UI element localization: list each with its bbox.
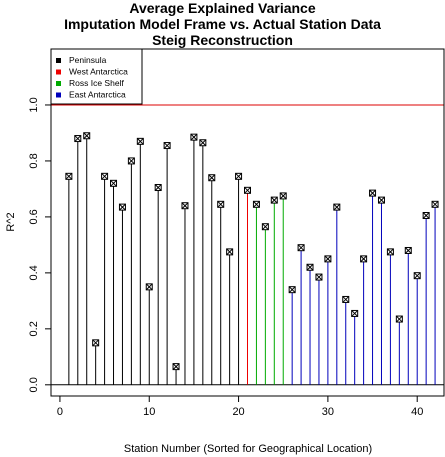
- x-axis-label: Station Number (Sorted for Geographical …: [124, 443, 372, 455]
- data-point-2: [74, 135, 82, 143]
- data-point-35: [369, 189, 377, 197]
- data-point-28: [306, 263, 314, 271]
- series-layer: [65, 132, 439, 385]
- data-point-40: [413, 272, 421, 280]
- plot-frame: [50, 48, 445, 397]
- data-point-12: [163, 142, 171, 150]
- data-point-41: [422, 212, 430, 220]
- data-point-15: [190, 133, 198, 141]
- y-tick-label-4: 0.8: [28, 153, 40, 168]
- y-tick-label-2: 0.4: [28, 265, 40, 280]
- x-tick-label-10: 10: [143, 406, 155, 418]
- chart-title: Average Explained Variance Imputation Mo…: [0, 0, 445, 48]
- x-tick-label-40: 40: [411, 406, 423, 418]
- x-axis: 0 10 20 30 40: [57, 396, 423, 418]
- data-point-31: [333, 203, 341, 211]
- data-point-4: [92, 339, 100, 347]
- x-tick-label-0: 0: [57, 406, 63, 418]
- data-point-38: [395, 315, 403, 323]
- data-point-25: [279, 192, 287, 200]
- data-point-34: [360, 255, 368, 263]
- data-point-27: [297, 244, 305, 252]
- data-point-37: [386, 248, 394, 256]
- legend-label-2: Ross Ice Shelf: [69, 78, 124, 88]
- legend-label-0: Peninsula: [69, 55, 107, 65]
- data-point-21: [244, 186, 251, 194]
- data-point-18: [217, 200, 225, 208]
- data-point-10: [145, 283, 153, 291]
- data-point-39: [404, 246, 412, 254]
- chart-title-line-1: Average Explained Variance: [129, 0, 316, 16]
- y-tick-label-1: 0.2: [28, 321, 40, 336]
- legend-box: [50, 48, 143, 105]
- y-axis: 0.0 0.2 0.4 0.6 0.8 1.0: [28, 97, 51, 392]
- data-point-1: [65, 172, 73, 180]
- data-point-6: [110, 179, 118, 187]
- data-point-42: [431, 200, 439, 208]
- x-tick-label-20: 20: [232, 406, 244, 418]
- legend-swatch-0: [56, 58, 61, 63]
- y-tick-label-5: 1.0: [28, 97, 40, 112]
- data-point-20: [235, 172, 243, 180]
- y-tick-label-3: 0.6: [28, 209, 40, 224]
- legend-swatch-1: [56, 69, 61, 75]
- data-point-33: [351, 309, 359, 317]
- data-point-3: [83, 132, 91, 140]
- data-point-9: [136, 137, 144, 145]
- data-point-13: [172, 363, 180, 371]
- data-point-23: [261, 223, 269, 231]
- legend-swatch-3: [56, 92, 61, 98]
- y-axis-label: R^2: [5, 212, 17, 231]
- data-point-19: [226, 248, 234, 256]
- data-point-14: [181, 202, 189, 210]
- y-tick-label-0: 0.0: [28, 377, 40, 392]
- data-point-29: [315, 273, 323, 281]
- x-tick-label-30: 30: [322, 406, 334, 418]
- data-point-8: [127, 157, 135, 165]
- data-point-32: [342, 295, 350, 303]
- chart-title-line-2: Imputation Model Frame vs. Actual Statio…: [64, 16, 381, 32]
- legend-label-1: West Antarctica: [69, 67, 128, 77]
- legend-swatch-2: [56, 81, 61, 86]
- data-point-24: [270, 196, 278, 204]
- data-point-26: [288, 286, 296, 294]
- data-point-16: [199, 139, 207, 147]
- data-point-7: [118, 203, 126, 211]
- data-point-5: [101, 172, 109, 180]
- data-point-30: [324, 255, 332, 263]
- data-point-36: [377, 196, 385, 204]
- data-point-22: [252, 200, 260, 208]
- data-point-17: [208, 174, 216, 182]
- legend-label-3: East Antarctica: [69, 90, 126, 100]
- chart-title-line-3: Steig Reconstruction: [152, 32, 293, 48]
- data-point-11: [154, 184, 162, 192]
